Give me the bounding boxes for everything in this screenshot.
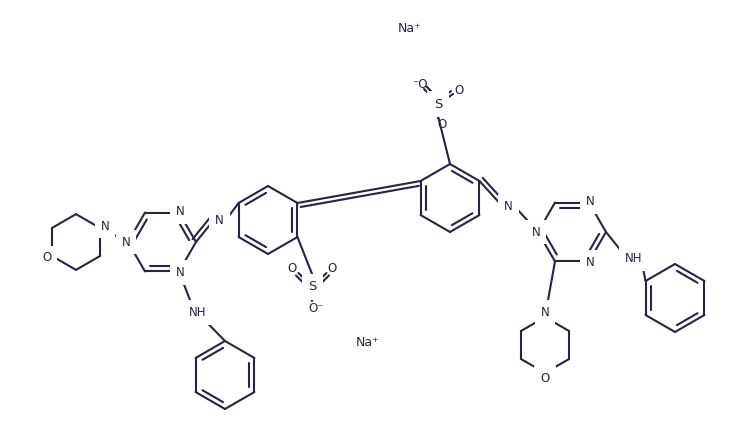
Text: O: O [42,251,52,264]
Text: N: N [505,200,513,213]
Text: O: O [437,118,447,130]
Text: O: O [541,372,550,385]
Text: N: N [541,305,550,319]
Text: O: O [328,263,337,275]
Text: N: N [101,220,110,233]
Text: Na⁺: Na⁺ [398,21,422,34]
Text: O: O [288,263,297,275]
Text: S: S [308,281,317,293]
Text: S: S [434,97,442,111]
Text: N: N [215,214,224,227]
Text: Na⁺: Na⁺ [355,335,379,348]
Text: O⁻: O⁻ [309,302,324,315]
Text: N: N [176,205,185,218]
Text: N: N [176,266,185,279]
Text: N: N [586,195,594,208]
Text: O: O [454,85,463,97]
Text: NH: NH [625,252,642,265]
Text: NH: NH [189,306,207,319]
Text: ⁻O: ⁻O [412,78,428,91]
Text: N: N [532,226,541,239]
Text: N: N [122,236,131,248]
Text: N: N [586,256,594,269]
